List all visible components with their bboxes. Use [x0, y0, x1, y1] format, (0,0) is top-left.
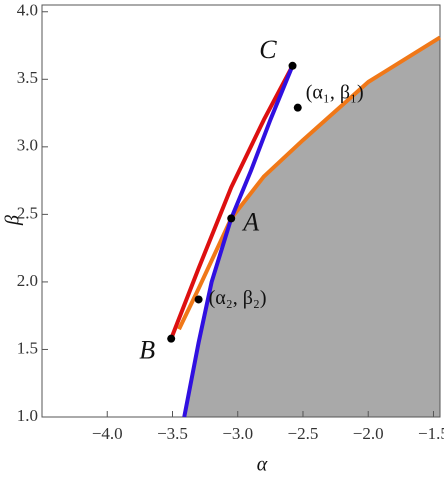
feasible-region — [184, 37, 440, 417]
point — [293, 103, 302, 112]
y-tick-label: 4.0 — [17, 1, 38, 20]
point — [167, 334, 176, 343]
point-label: (α₂, β₂) — [209, 287, 267, 309]
y-tick-label: 2.5 — [17, 203, 38, 222]
x-tick-label: −3.0 — [222, 424, 253, 443]
curve — [169, 64, 295, 340]
point-label: C — [259, 35, 277, 64]
x-tick-label: −4.0 — [92, 424, 123, 443]
point — [194, 295, 203, 304]
y-tick-label: 3.0 — [17, 136, 38, 155]
curve — [177, 35, 442, 331]
y-axis-label: β — [2, 215, 24, 226]
x-tick-label: −2.0 — [353, 424, 384, 443]
plot-frame — [41, 4, 441, 418]
point — [288, 61, 297, 70]
x-tick-label: −2.5 — [288, 424, 319, 443]
x-tick-label: −3.5 — [157, 424, 188, 443]
point — [227, 214, 236, 223]
point-label: (α₁, β₁) — [306, 81, 364, 103]
y-tick-label: 1.5 — [17, 338, 38, 357]
y-tick-label: 2.0 — [17, 271, 38, 290]
x-axis-label: α — [257, 454, 268, 476]
point-label: B — [139, 336, 155, 365]
x-tick-label: −1.5 — [418, 424, 444, 443]
y-tick-label: 1.0 — [17, 406, 38, 425]
point-label: A — [241, 207, 259, 236]
y-tick-label: 3.5 — [17, 68, 38, 87]
